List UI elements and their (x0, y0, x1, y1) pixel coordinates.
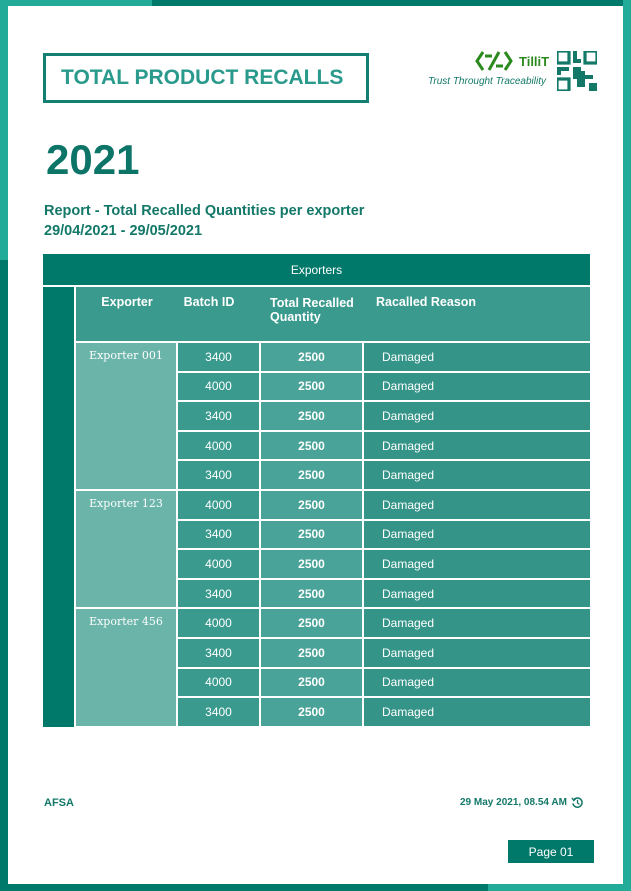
frame-bottom-light (488, 884, 631, 891)
reason-cell: Damaged (364, 550, 590, 578)
org-name: AFSA (44, 797, 74, 809)
reason-cell: Damaged (364, 609, 590, 637)
tillit-logo-icon (475, 51, 513, 71)
reason-cell: Damaged (364, 698, 590, 726)
frame-bottom-dark (0, 884, 488, 891)
exporter-cell: Exporter 456 (76, 609, 176, 726)
quantity-cell: 2500 (261, 372, 362, 401)
reason-cell: Damaged (364, 491, 590, 519)
batch-id-cell: 3400 (178, 343, 259, 371)
quantity-cell: 2500 (261, 343, 362, 371)
reason-cell: Damaged (364, 461, 590, 489)
batch-id-cell: 3400 (178, 639, 259, 667)
header-row (76, 287, 590, 341)
quantity-cell: 2500 (261, 609, 362, 637)
frame-top-dark (152, 0, 631, 6)
batch-id-cell: 4000 (178, 431, 259, 460)
reason-cell: Damaged (364, 343, 590, 371)
history-icon (571, 797, 583, 808)
batch-id-cell: 4000 (178, 668, 259, 697)
col-exporter: Exporter (101, 295, 153, 309)
exporter-cell: Exporter 001 (76, 343, 176, 489)
batch-id-cell: 4000 (178, 609, 259, 637)
reason-cell: Damaged (364, 639, 590, 667)
report-year: 2021 (46, 136, 140, 183)
reason-cell: Damaged (364, 431, 590, 460)
exporter-cell: Exporter 123 (76, 491, 176, 608)
group-header: Exporters (43, 254, 590, 285)
batch-id-cell: 3400 (178, 579, 259, 608)
quantity-cell: 2500 (261, 579, 362, 608)
quantity-cell: 2500 (261, 461, 362, 489)
side-strip (43, 287, 74, 727)
quantity-cell: 2500 (261, 668, 362, 697)
qr-code-icon (557, 51, 597, 91)
reason-cell: Damaged (364, 402, 590, 430)
quantity-cell: 2500 (261, 431, 362, 460)
brand-name: TilliT (519, 53, 550, 69)
batch-id-cell: 3400 (178, 402, 259, 430)
quantity-cell: 2500 (261, 639, 362, 667)
batch-id-cell: 4000 (178, 491, 259, 519)
batch-id-cell: 4000 (178, 372, 259, 401)
frame-right (623, 0, 631, 891)
reason-cell: Damaged (364, 372, 590, 401)
reason-cell: Damaged (364, 668, 590, 697)
page-title: TOTAL PRODUCT RECALLS (43, 53, 369, 103)
quantity-cell: 2500 (261, 402, 362, 430)
quantity-cell: 2500 (261, 698, 362, 726)
reason-cell: Damaged (364, 579, 590, 608)
quantity-cell: 2500 (261, 491, 362, 519)
batch-id-cell: 3400 (178, 520, 259, 549)
quantity-cell: 2500 (261, 550, 362, 578)
col-batch-id: Batch ID (183, 295, 235, 309)
batch-id-cell: 4000 (178, 550, 259, 578)
timestamp: 29 May 2021, 08.54 AM (460, 797, 567, 808)
batch-id-cell: 3400 (178, 461, 259, 489)
brand-tagline: Trust Throught Traceability (428, 76, 547, 87)
col-total-quantity: Total Recalled Quantity (270, 296, 354, 324)
frame-left-dark (0, 260, 8, 891)
date-range: 29/04/2021 - 29/05/2021 (44, 223, 203, 239)
tillit-logo: TilliT (475, 50, 549, 72)
report-title: Report - Total Recalled Quantities per e… (44, 203, 365, 219)
frame-top-light (0, 0, 152, 6)
quantity-cell: 2500 (261, 520, 362, 549)
frame-left-light (0, 0, 8, 260)
batch-id-cell: 3400 (178, 698, 259, 726)
page-number: Page 01 (508, 840, 594, 863)
col-reason: Racalled Reason (376, 295, 477, 309)
reason-cell: Damaged (364, 520, 590, 549)
